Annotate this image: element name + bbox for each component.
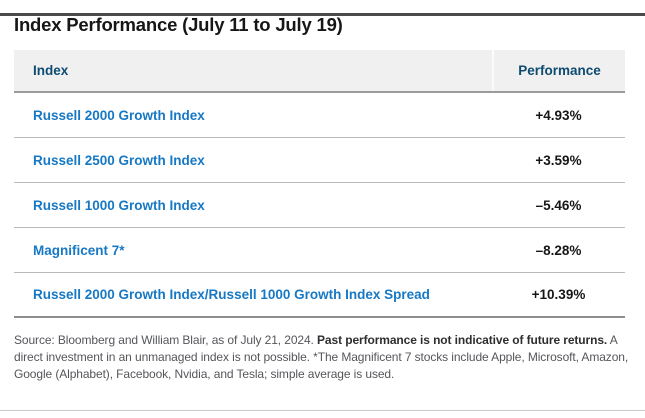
table-row: Russell 2500 Growth Index +3.59% [14,138,625,183]
index-name: Russell 2500 Growth Index [33,152,205,168]
bottom-border [0,410,645,411]
index-name: Russell 2000 Growth Index [33,107,205,123]
index-performance-table: Index Performance Russell 2000 Growth In… [14,50,625,318]
performance-value: +3.59% [535,152,582,168]
footnote-disclaimer-bold: Past performance is not indicative of fu… [317,333,608,347]
table-header-row: Index Performance [14,50,625,93]
page: { "title": "Index Performance (July 11 t… [0,13,645,418]
table-row: Russell 1000 Growth Index –5.46% [14,183,625,228]
performance-value: +10.39% [531,287,586,302]
index-name: Russell 2000 Growth Index/Russell 1000 G… [33,287,430,302]
top-border [0,13,645,16]
table-row: Russell 2000 Growth Index/Russell 1000 G… [14,273,625,318]
index-name: Russell 1000 Growth Index [33,197,205,213]
column-header-performance: Performance [518,63,601,78]
performance-value: +4.93% [535,107,582,123]
index-name: Magnificent 7* [33,242,125,258]
page-title: Index Performance (July 11 to July 19) [14,14,343,35]
footnote-source-text: Source: Bloomberg and William Blair, as … [14,333,318,347]
table-row: Magnificent 7* –8.28% [14,228,625,273]
column-header-index: Index [14,50,494,91]
performance-value: –5.46% [535,197,582,213]
table-row: Russell 2000 Growth Index +4.93% [14,93,625,138]
source-footnote: Source: Bloomberg and William Blair, as … [14,332,638,383]
footnote-details-text: A direct investment in an unmanaged inde… [14,333,629,381]
performance-value: –8.28% [535,242,582,258]
